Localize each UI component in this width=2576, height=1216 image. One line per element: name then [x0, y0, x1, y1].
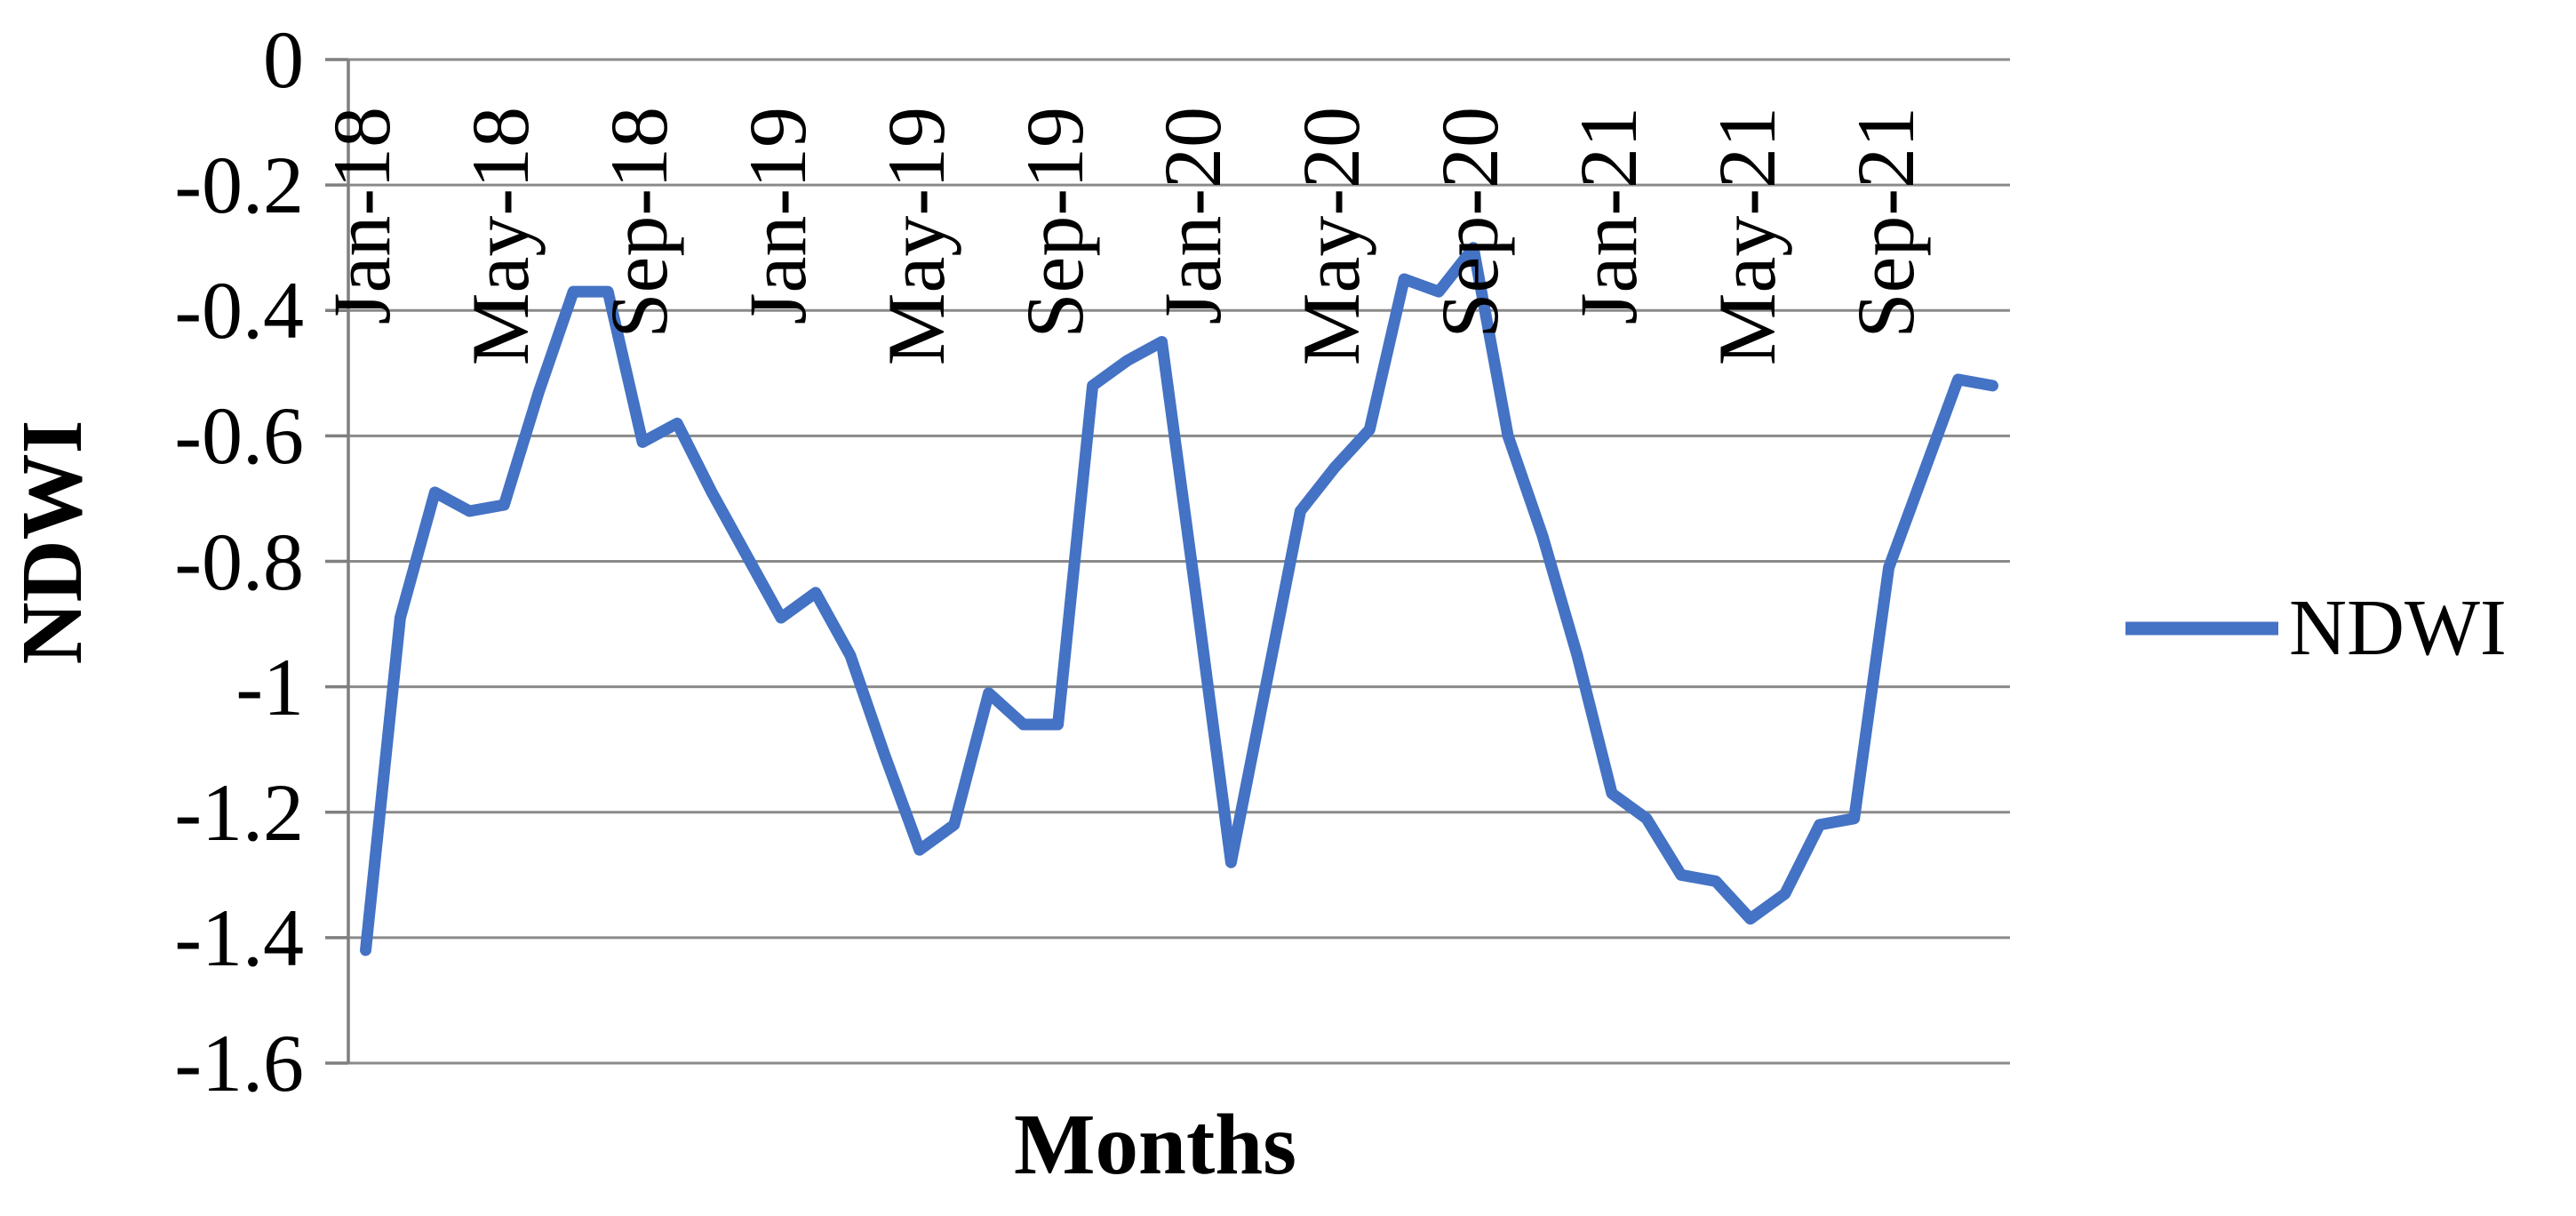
- y-tick-label: 0: [263, 14, 304, 105]
- y-tick-label: -1.6: [174, 1018, 304, 1108]
- y-tick-label: -0.8: [174, 516, 304, 607]
- y-tick-label: -1.2: [174, 766, 304, 858]
- x-tick-label: Sep-21: [1839, 107, 1931, 339]
- x-tick-label: Jan-19: [731, 107, 823, 325]
- y-tick-label: -1.4: [174, 892, 304, 983]
- x-tick-label: Jan-20: [1147, 107, 1239, 325]
- x-tick-label: Sep-20: [1424, 107, 1516, 339]
- x-tick-label: Sep-19: [1009, 107, 1100, 339]
- legend-line-icon: [2125, 621, 2278, 636]
- y-tick-label: -0.4: [174, 265, 304, 356]
- x-tick-label: May-21: [1701, 107, 1792, 366]
- y-tick-label: -0.2: [174, 140, 304, 231]
- x-tick-label: Jan-21: [1562, 107, 1654, 325]
- ndwi-series-line: [360, 242, 1998, 956]
- legend-series-label: NDWI: [2289, 584, 2507, 672]
- y-tick-label: -1: [235, 641, 304, 732]
- x-tick-label: Sep-18: [594, 107, 685, 339]
- x-tick-label: May-20: [1286, 107, 1377, 366]
- x-tick-label: May-19: [870, 107, 961, 366]
- x-tick-label: Jan-18: [316, 107, 408, 325]
- x-tick-label: May-18: [455, 107, 546, 366]
- y-tick-label: -0.6: [174, 390, 304, 482]
- x-axis-title: Months: [1014, 1097, 1296, 1192]
- legend: NDWI: [2122, 580, 2507, 677]
